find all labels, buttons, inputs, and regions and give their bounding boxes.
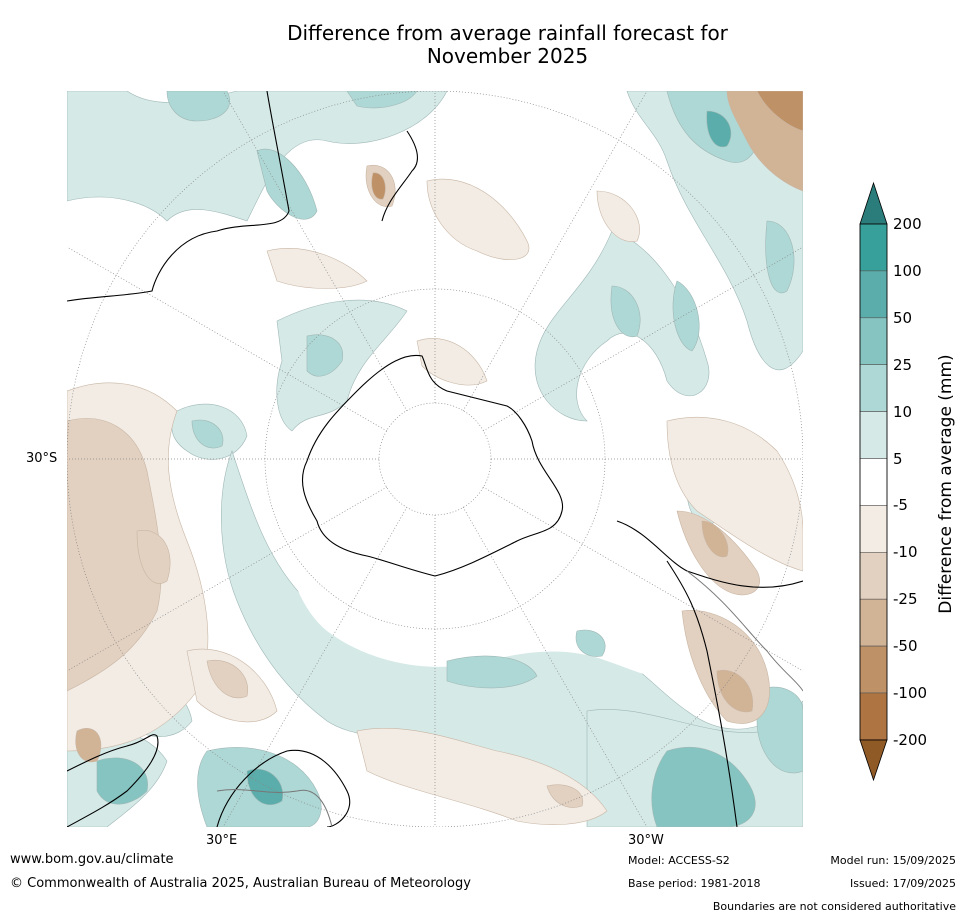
dry-region	[416, 338, 488, 386]
wet-region	[166, 91, 230, 122]
colorbar-tick-label: -50	[893, 637, 918, 656]
wet-region	[96, 757, 148, 805]
colorbar-band	[859, 692, 888, 741]
map-canvas	[67, 91, 803, 827]
colorbar-band	[859, 364, 888, 412]
wet-region	[651, 747, 756, 827]
footer-base-period: Base period: 1981-2018	[628, 877, 761, 890]
south-america-border	[686, 570, 803, 692]
dry-region	[206, 659, 249, 699]
antarctica-coastline	[301, 354, 564, 577]
colorbar-band	[859, 270, 888, 319]
footer-model: Model: ACCESS-S2	[628, 854, 730, 867]
australia-coastline	[67, 734, 159, 827]
colorbar-tick-label: 10	[893, 402, 913, 421]
wet-region	[191, 419, 224, 449]
wet-region	[610, 285, 641, 338]
colorbar-band	[859, 317, 888, 365]
colorbar-tick-label: 200	[893, 215, 922, 233]
graticule	[67, 91, 803, 827]
wet-region	[256, 148, 318, 220]
dry-region	[356, 728, 608, 825]
colorbar-tick-label: -200	[893, 730, 928, 749]
colorbar-extend-max	[859, 181, 888, 225]
dry-region	[596, 190, 640, 242]
colorbar-tick-label: -10	[893, 543, 918, 562]
dry-region	[546, 784, 584, 808]
dry-region	[756, 91, 803, 132]
title-line-2: November 2025	[426, 44, 589, 68]
latitude-label-30s: 30°S	[26, 451, 58, 466]
footer-disclaimer: Boundaries are not considered authoritat…	[712, 900, 956, 913]
colorbar-extend-min	[859, 739, 888, 782]
africa-coastline	[67, 91, 290, 302]
dry-region	[266, 248, 368, 289]
wet-region	[346, 91, 418, 109]
colorbar-band	[859, 598, 888, 647]
wet-region	[276, 299, 408, 432]
dry-region	[426, 178, 530, 261]
colorbar-band	[859, 551, 888, 600]
wet-region	[446, 655, 538, 689]
wet-region	[756, 686, 803, 774]
dry-region	[701, 520, 729, 558]
country-boundaries	[216, 570, 803, 827]
colorbar-tick-label: 5	[893, 449, 903, 468]
footer-url[interactable]: www.bom.gov.au/climate	[10, 852, 174, 867]
chart-title: Difference from average rainfall forecas…	[220, 22, 795, 68]
wet-region	[246, 768, 284, 806]
wet-region	[575, 629, 606, 657]
title-line-1: Difference from average rainfall forecas…	[287, 21, 728, 45]
australia-southeast-coastline	[216, 749, 351, 827]
dry-region	[666, 416, 803, 572]
latitude-circle-80s	[378, 402, 492, 516]
colorbar-title: Difference from average (mm)	[936, 354, 956, 614]
colorbar-band	[859, 458, 888, 506]
colorbar-band	[859, 645, 888, 694]
dry-region	[681, 610, 770, 724]
colorbar-band	[859, 223, 888, 272]
australia-border	[216, 789, 333, 827]
wet-region	[672, 280, 700, 352]
wet-region	[706, 110, 732, 148]
wet-region	[626, 91, 803, 371]
colorbar-tick-label: 25	[893, 355, 913, 374]
footer-issued: Issued: 17/09/2025	[849, 877, 956, 890]
colorbar-tick-label: -5	[893, 496, 908, 515]
colorbar-bands	[859, 181, 888, 782]
longitude-label-30w: 30°W	[628, 833, 664, 848]
colorbar-tick-label: -25	[893, 590, 918, 609]
dry-region	[371, 172, 386, 200]
colorbar-band	[859, 505, 888, 553]
polar-rainfall-map[interactable]	[67, 91, 803, 827]
colorbar-tick-label: 50	[893, 308, 913, 327]
wet-region	[306, 334, 344, 377]
footer-copyright: © Commonwealth of Australia 2025, Austra…	[10, 876, 471, 891]
dry-region	[136, 530, 171, 584]
dry-region	[75, 728, 102, 763]
south-america-west-coastline	[666, 560, 738, 827]
wet-region	[282, 531, 717, 684]
new-zealand-coastline	[381, 130, 418, 222]
footer-model-run: Model run: 15/09/2025	[830, 854, 956, 867]
colorbar-tick-label: -100	[893, 684, 928, 702]
colorbar-outline	[859, 223, 888, 741]
colorbar-band	[859, 411, 888, 459]
longitude-label-30e: 30°E	[206, 833, 238, 848]
wet-region	[765, 220, 795, 294]
dry-region	[716, 669, 754, 713]
colorbar-tick-label: 100	[893, 261, 922, 280]
